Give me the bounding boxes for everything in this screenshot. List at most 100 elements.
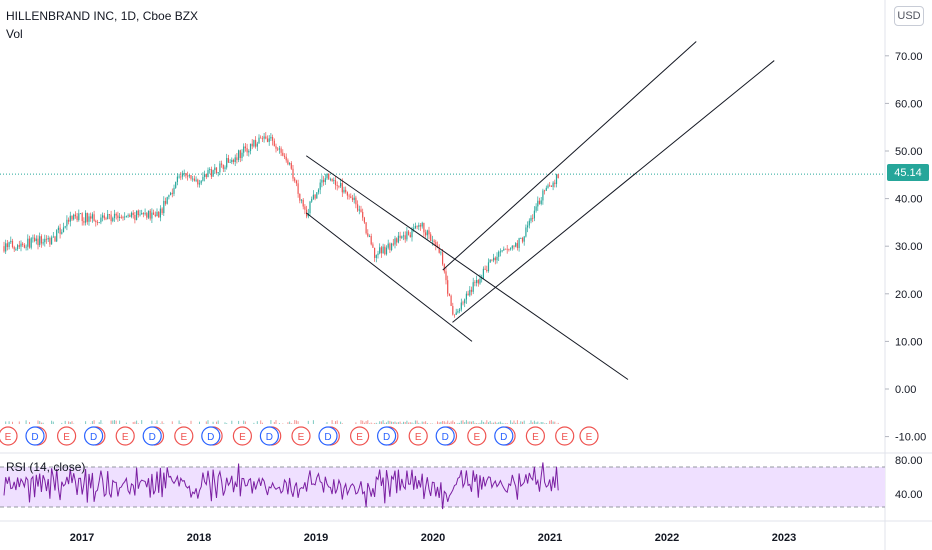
candle-body xyxy=(482,268,484,279)
candle-body xyxy=(139,214,141,216)
candle-body xyxy=(380,247,382,254)
candle-body xyxy=(528,220,530,226)
rsi-label: RSI (14, close) xyxy=(6,460,86,474)
volume-bar xyxy=(270,420,272,424)
candle-body xyxy=(462,302,464,304)
candle-body xyxy=(188,175,190,177)
candle-body xyxy=(503,248,505,251)
volume-bar xyxy=(68,421,70,424)
candle-body xyxy=(83,221,85,223)
volume-bar xyxy=(374,423,376,424)
volume-bar xyxy=(119,420,121,424)
volume-bar xyxy=(522,421,523,424)
volume-bar xyxy=(447,420,449,424)
candle-body xyxy=(290,163,292,169)
volume-bar xyxy=(488,422,489,424)
candle-body xyxy=(234,157,236,163)
volume-bar xyxy=(479,422,481,424)
candle-body xyxy=(149,210,151,219)
candle-body xyxy=(129,215,131,217)
candle-body xyxy=(243,146,245,153)
volume-bar xyxy=(515,422,517,424)
volume-bar xyxy=(476,423,478,424)
volume-bar xyxy=(295,420,297,424)
candle-body xyxy=(389,243,391,250)
volume-bar xyxy=(481,420,483,424)
candle-body xyxy=(35,238,37,242)
candle-body xyxy=(8,242,10,248)
price-tick-label: 50.00 xyxy=(895,146,923,158)
candle-body xyxy=(163,200,165,214)
volume-bar xyxy=(511,422,513,424)
volume-bar xyxy=(484,422,486,424)
volume-bar xyxy=(425,421,427,424)
candle-body xyxy=(555,174,558,184)
volume-bar xyxy=(501,422,503,424)
candle-body xyxy=(205,174,207,178)
volume-bar xyxy=(394,421,396,424)
candle-body xyxy=(98,222,100,224)
candle-body xyxy=(61,232,63,234)
candle-body xyxy=(13,247,15,250)
candle-body xyxy=(66,219,68,227)
volume-bar xyxy=(238,420,240,424)
volume-bar xyxy=(437,421,438,424)
volume-bar xyxy=(275,420,277,424)
volume-bar xyxy=(226,423,228,424)
candle-body xyxy=(79,213,82,215)
candle-body xyxy=(130,212,133,217)
volume-bar xyxy=(409,422,411,424)
candle-body xyxy=(489,259,491,263)
volume-bar xyxy=(474,422,476,424)
volume-bar xyxy=(231,420,233,424)
trendline-descending-upper xyxy=(305,155,629,380)
candle-body xyxy=(459,309,461,312)
volume-bar xyxy=(370,422,372,424)
volume-bar xyxy=(39,421,41,424)
candle-body xyxy=(304,206,306,210)
volume-bar xyxy=(471,421,472,424)
candle-body xyxy=(251,143,253,147)
volume-bar xyxy=(379,421,381,424)
rsi-tick-label: 40.00 xyxy=(895,489,923,501)
candle-body xyxy=(533,210,535,219)
volume-bar xyxy=(486,420,488,424)
candle-body xyxy=(158,211,160,218)
volume-label: Vol xyxy=(6,27,23,41)
candle-body xyxy=(176,176,178,183)
candle-body xyxy=(547,185,549,188)
candle-body xyxy=(423,222,425,233)
candle-body xyxy=(231,159,233,163)
candle-body xyxy=(30,238,32,248)
candle-body xyxy=(219,163,221,173)
price-tick-label: -10.00 xyxy=(895,432,926,444)
volume-bar xyxy=(450,421,452,424)
earnings-marker xyxy=(467,426,487,446)
price-tick-label: 20.00 xyxy=(895,289,923,301)
candle-body xyxy=(51,237,53,245)
candle-body xyxy=(241,152,243,158)
candle-body xyxy=(302,199,304,207)
candle-body xyxy=(504,248,507,250)
candle-body xyxy=(465,293,467,300)
candle-body xyxy=(426,230,428,236)
candle-body xyxy=(443,264,445,272)
candle-body xyxy=(277,148,279,150)
price-tick-label: 0.00 xyxy=(895,384,916,396)
candle-body xyxy=(297,183,299,194)
candle-body xyxy=(414,225,416,229)
candle-body xyxy=(350,196,352,198)
candle-body xyxy=(164,200,167,204)
volume-bar xyxy=(110,420,112,424)
candle-body xyxy=(294,178,296,181)
candle-body xyxy=(316,192,318,199)
candle-body xyxy=(49,238,51,245)
earnings-marker-label: E xyxy=(180,432,187,443)
volume-bar xyxy=(134,421,136,424)
candle-body xyxy=(115,213,117,216)
dividend-marker-label: D xyxy=(207,432,214,443)
currency-button[interactable]: USD xyxy=(894,6,924,26)
candle-body xyxy=(365,222,367,234)
volume-bar xyxy=(513,420,515,424)
